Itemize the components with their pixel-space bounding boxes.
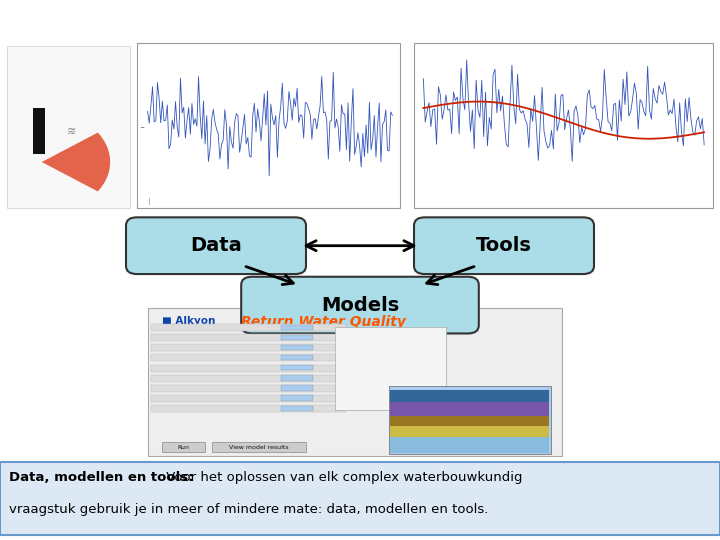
Bar xyxy=(389,386,551,454)
Text: Return Water Quality: Return Water Quality xyxy=(241,315,406,329)
Bar xyxy=(33,108,45,154)
FancyBboxPatch shape xyxy=(414,43,713,208)
Text: Tools: Tools xyxy=(476,236,532,255)
Bar xyxy=(335,327,446,410)
FancyBboxPatch shape xyxy=(0,462,720,535)
FancyBboxPatch shape xyxy=(414,217,594,274)
FancyBboxPatch shape xyxy=(126,217,306,274)
Text: ■ Alkyon: ■ Alkyon xyxy=(162,316,215,326)
Text: Data, modellen en tools:: Data, modellen en tools: xyxy=(9,471,194,484)
Bar xyxy=(390,416,549,426)
Text: View model results: View model results xyxy=(230,444,289,450)
Bar xyxy=(151,405,346,412)
Bar xyxy=(151,324,346,331)
Text: │: │ xyxy=(148,198,151,205)
Bar xyxy=(281,345,313,350)
Bar xyxy=(281,395,313,401)
Bar xyxy=(281,335,313,340)
Bar xyxy=(390,390,549,402)
Bar xyxy=(212,442,306,452)
Text: ─: ─ xyxy=(140,126,144,131)
FancyBboxPatch shape xyxy=(137,43,400,208)
Bar xyxy=(162,442,205,452)
Text: Models: Models xyxy=(321,295,399,315)
Bar xyxy=(151,345,346,351)
Bar xyxy=(281,325,313,330)
FancyBboxPatch shape xyxy=(241,276,479,333)
Bar xyxy=(281,355,313,360)
Bar xyxy=(151,375,346,382)
Bar xyxy=(390,402,549,416)
Bar xyxy=(281,386,313,391)
Bar xyxy=(151,395,346,402)
Bar xyxy=(151,364,346,372)
Text: Voor het oplossen van elk complex waterbouwkundig: Voor het oplossen van elk complex waterb… xyxy=(162,471,523,484)
Bar xyxy=(151,354,346,361)
Bar xyxy=(281,365,313,370)
Text: ≋: ≋ xyxy=(67,127,77,137)
Bar xyxy=(151,384,346,392)
Bar xyxy=(390,426,549,437)
Text: vraagstuk gebruik je in meer of mindere mate: data, modellen en tools.: vraagstuk gebruik je in meer of mindere … xyxy=(9,503,489,516)
FancyBboxPatch shape xyxy=(148,308,562,456)
FancyBboxPatch shape xyxy=(7,46,130,208)
Text: Run: Run xyxy=(178,444,189,450)
Bar xyxy=(281,406,313,411)
Bar xyxy=(281,375,313,381)
Bar xyxy=(390,437,549,453)
Wedge shape xyxy=(42,133,110,191)
Text: Data: Data xyxy=(190,236,242,255)
Bar xyxy=(151,334,346,341)
